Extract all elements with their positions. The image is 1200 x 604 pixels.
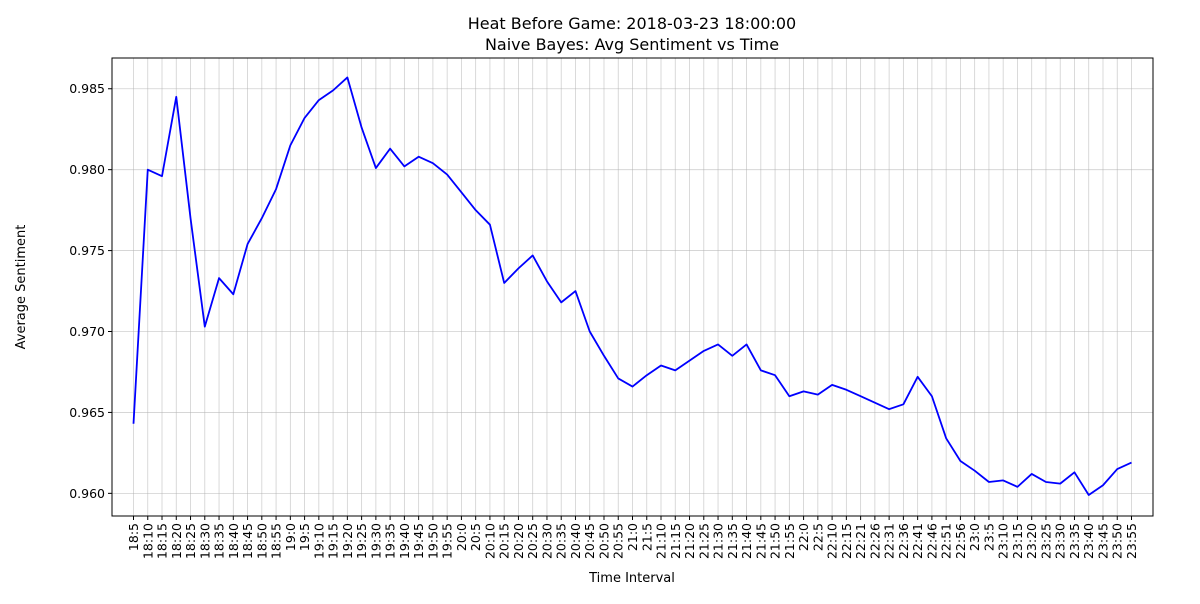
- chart-title: Heat Before Game: 2018-03-23 18:00:00: [468, 14, 796, 33]
- x-tick-label: 20:30: [539, 523, 554, 559]
- x-tick-label: 18:50: [254, 523, 269, 559]
- y-tick-label: 0.965: [69, 405, 105, 420]
- x-tick-label: 19:5: [297, 523, 312, 551]
- x-tick-label: 22:21: [853, 523, 868, 559]
- x-tick-label: 18:30: [197, 523, 212, 559]
- chart-subtitle: Naive Bayes: Avg Sentiment vs Time: [485, 35, 779, 54]
- x-tick-label: 21:25: [696, 523, 711, 559]
- x-tick-label: 23:35: [1067, 523, 1082, 559]
- y-tick-label: 0.960: [69, 486, 105, 501]
- x-tick-label: 19:15: [326, 523, 341, 559]
- x-tick-label: 18:5: [126, 523, 141, 551]
- x-tick-label: 20:15: [497, 523, 512, 559]
- x-tick-label: 21:50: [768, 523, 783, 559]
- x-tick-label: 19:50: [425, 523, 440, 559]
- y-tick-label: 0.980: [69, 162, 105, 177]
- x-tick-label: 22:10: [825, 523, 840, 559]
- y-axis-label: Average Sentiment: [14, 225, 29, 350]
- x-tick-label: 20:50: [596, 523, 611, 559]
- x-tick-label: 20:0: [454, 523, 469, 551]
- x-tick-label: 21:30: [711, 523, 726, 559]
- x-tick-label: 21:10: [654, 523, 669, 559]
- x-tick-label: 22:36: [896, 523, 911, 559]
- x-tick-label: 20:10: [482, 523, 497, 559]
- x-tick-label: 22:51: [939, 523, 954, 559]
- x-tick-label: 23:25: [1038, 523, 1053, 559]
- x-tick-label: 18:20: [169, 523, 184, 559]
- x-tick-label: 22:26: [867, 523, 882, 559]
- x-tick-label: 20:45: [582, 523, 597, 559]
- x-tick-label: 21:45: [753, 523, 768, 559]
- x-tick-label: 18:45: [240, 523, 255, 559]
- x-tick-label: 20:35: [554, 523, 569, 559]
- x-tick-label: 20:40: [568, 523, 583, 559]
- x-tick-label: 23:55: [1124, 523, 1139, 559]
- y-tick-label: 0.985: [69, 81, 105, 96]
- x-tick-label: 21:40: [739, 523, 754, 559]
- x-tick-label: 20:55: [611, 523, 626, 559]
- y-tick-label: 0.970: [69, 324, 105, 339]
- x-tick-label: 20:25: [525, 523, 540, 559]
- x-tick-label: 18:35: [212, 523, 227, 559]
- x-tick-label: 21:0: [625, 523, 640, 551]
- x-tick-label: 23:40: [1081, 523, 1096, 559]
- x-tick-label: 19:20: [340, 523, 355, 559]
- x-tick-label: 21:15: [668, 523, 683, 559]
- x-tick-label: 19:55: [440, 523, 455, 559]
- x-tick-label: 23:10: [996, 523, 1011, 559]
- x-tick-label: 18:15: [155, 523, 170, 559]
- x-tick-label: 23:20: [1024, 523, 1039, 559]
- x-tick-label: 19:10: [311, 523, 326, 559]
- x-tick-label: 21:35: [725, 523, 740, 559]
- x-tick-label: 23:5: [981, 523, 996, 551]
- x-tick-label: 19:25: [354, 523, 369, 559]
- x-tick-label: 23:30: [1053, 523, 1068, 559]
- x-tick-label: 22:46: [924, 523, 939, 559]
- x-tick-label: 22:15: [839, 523, 854, 559]
- x-tick-label: 22:31: [882, 523, 897, 559]
- x-tick-label: 19:45: [411, 523, 426, 559]
- x-tick-label: 19:0: [283, 523, 298, 551]
- x-tick-label: 19:35: [383, 523, 398, 559]
- y-tick-label: 0.975: [69, 243, 105, 258]
- x-tick-label: 21:5: [639, 523, 654, 551]
- x-tick-label: 23:50: [1110, 523, 1125, 559]
- x-tick-label: 20:20: [511, 523, 526, 559]
- x-tick-label: 22:56: [953, 523, 968, 559]
- x-tick-label: 22:41: [910, 523, 925, 559]
- x-tick-label: 21:55: [782, 523, 797, 559]
- x-tick-label: 19:40: [397, 523, 412, 559]
- x-tick-label: 18:10: [140, 523, 155, 559]
- x-tick-label: 23:15: [1010, 523, 1025, 559]
- x-tick-label: 22:5: [810, 523, 825, 551]
- x-tick-label: 20:5: [468, 523, 483, 551]
- x-tick-label: 23:0: [967, 523, 982, 551]
- x-tick-label: 18:25: [183, 523, 198, 559]
- x-tick-label: 18:55: [269, 523, 284, 559]
- x-tick-label: 23:45: [1095, 523, 1110, 559]
- x-axis-label: Time Interval: [588, 571, 675, 586]
- x-tick-label: 21:20: [682, 523, 697, 559]
- x-tick-label: 18:40: [226, 523, 241, 559]
- x-tick-label: 22:0: [796, 523, 811, 551]
- x-tick-label: 19:30: [368, 523, 383, 559]
